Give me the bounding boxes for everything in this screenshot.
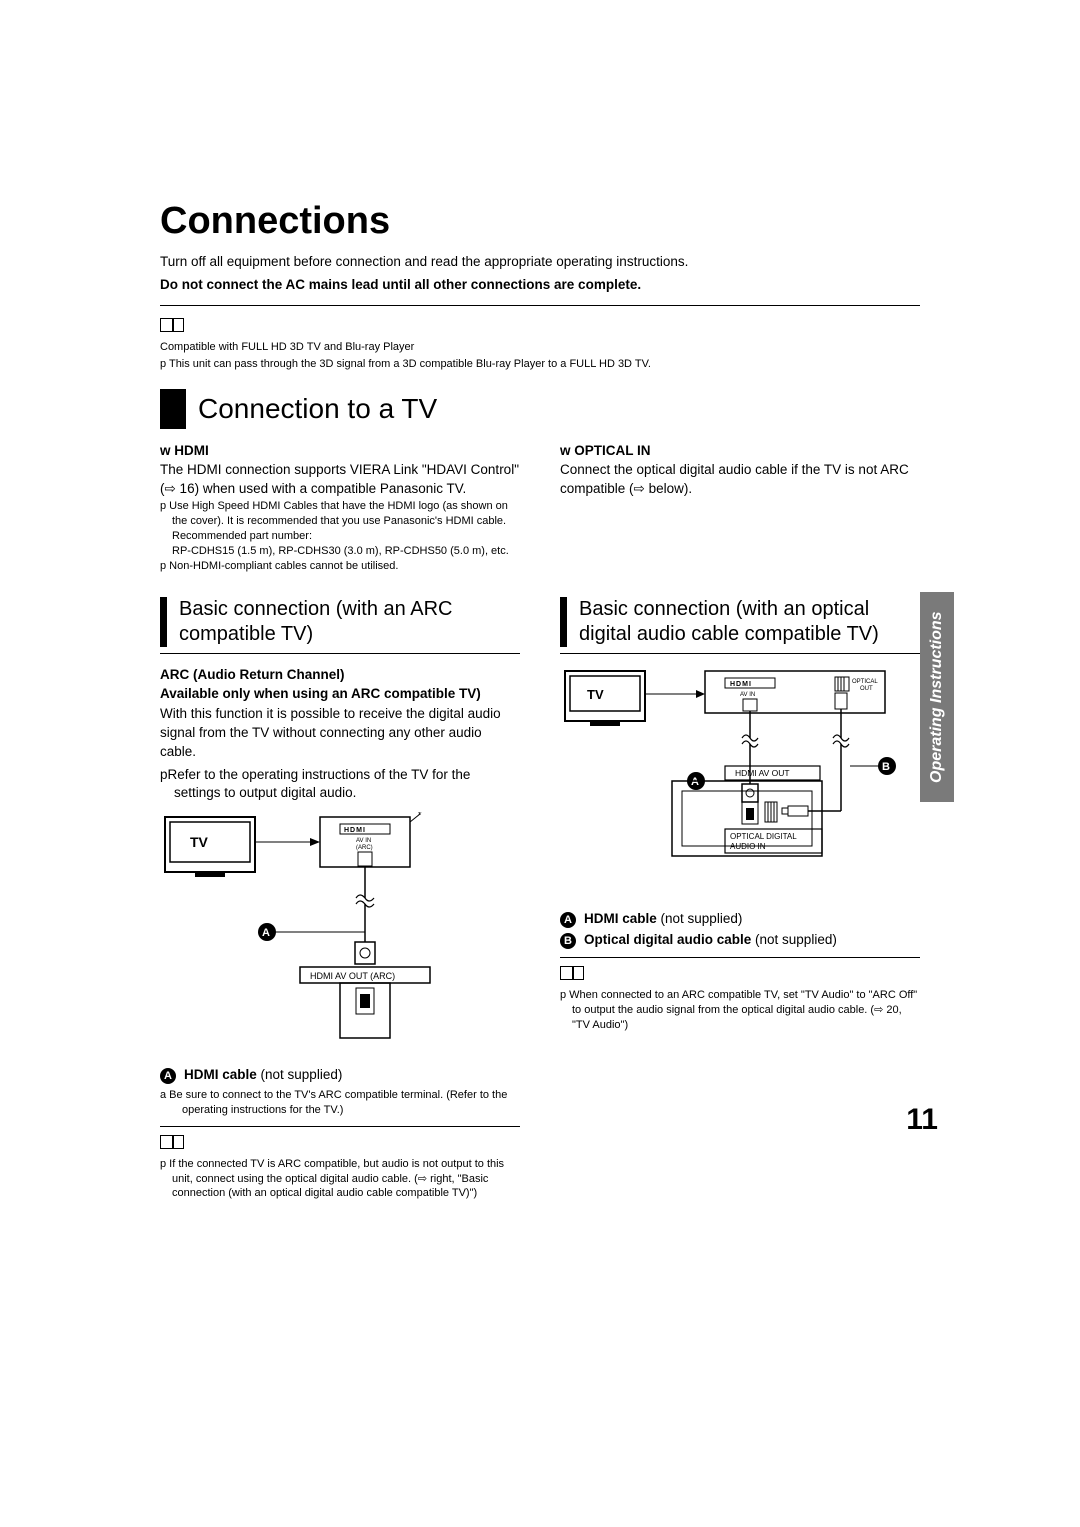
section-header: Connection to a TV — [160, 389, 920, 429]
hdmi-column: w HDMI The HDMI connection supports VIER… — [160, 443, 520, 573]
intro-text: Turn off all equipment before connection… — [160, 253, 920, 272]
right-column: Basic connection (with an optical digita… — [560, 573, 920, 1201]
intro-bold: Do not connect the AC mains lead until a… — [160, 276, 920, 306]
optical-column: w OPTICAL IN Connect the optical digital… — [560, 443, 920, 573]
compat-line-1: Compatible with FULL HD 3D TV and Blu-ra… — [160, 340, 920, 355]
left-diagram: TV HDMI AV IN(ARC) A — [160, 812, 520, 1057]
legend-a-left: A HDMI cable (not supplied) — [160, 1067, 520, 1084]
left-note: p If the connected TV is ARC compatible,… — [160, 1157, 520, 1202]
legend-b-right: B Optical digital audio cable (not suppl… — [560, 932, 920, 949]
diag-av-in-arc: AV IN(ARC) — [356, 838, 373, 851]
note-icon — [560, 966, 584, 980]
right-note: p When connected to an ARC compatible TV… — [560, 988, 920, 1033]
circ-b-icon: B — [560, 933, 576, 949]
section-title: Connection to a TV — [198, 393, 437, 425]
svg-text:*: * — [418, 812, 422, 820]
diag-av-in: AV IN — [740, 692, 755, 698]
diag-tv-label: TV — [587, 687, 604, 702]
diag-hdmi-av-out: HDMI AV OUT — [735, 768, 790, 778]
page-title: Connections — [160, 200, 920, 243]
section-block-icon — [160, 389, 186, 429]
left-sub-title: Basic connection (with an ARC compatible… — [179, 597, 520, 647]
svg-text:A: A — [262, 927, 270, 939]
side-tab: Operating Instructions — [920, 592, 954, 802]
note-icon — [160, 1135, 184, 1149]
optical-text: Connect the optical digital audio cable … — [560, 461, 920, 499]
compat-line-2: p This unit can pass through the 3D sign… — [160, 357, 920, 372]
diag-tv-label: TV — [190, 834, 209, 850]
diag-optical-out: OPTICALOUT — [852, 679, 878, 692]
hdmi-bullet-2b: RP-CDHS15 (1.5 m), RP-CDHS30 (3.0 m), RP… — [160, 544, 520, 559]
circ-a-icon: A — [160, 1068, 176, 1084]
diag-optical-in-label: OPTICAL DIGITALAUDIO IN — [730, 832, 797, 851]
diag-hdmi-logo: HDMI — [344, 827, 366, 834]
sub-section-bar-icon — [560, 597, 567, 647]
hdmi-heading: w HDMI — [160, 443, 520, 458]
hdmi-bullet-1: p Use High Speed HDMI Cables that have t… — [160, 499, 520, 529]
optical-heading: w OPTICAL IN — [560, 443, 920, 458]
page-number: 11 — [906, 1103, 938, 1137]
arc-bold: ARC (Audio Return Channel) Available onl… — [160, 666, 520, 702]
note-icon — [160, 318, 184, 332]
hdmi-bullet-3: p Non-HDMI-compliant cables cannot be ut… — [160, 559, 520, 574]
legend-b-text-r: Optical digital audio cable (not supplie… — [584, 932, 837, 947]
diag-hdmi-logo: HDMI — [730, 681, 752, 688]
right-diagram: TV HDMI AV IN OPTICALOUT — [560, 666, 920, 901]
svg-text:B: B — [882, 761, 890, 773]
arc-text: With this function it is possible to rec… — [160, 705, 520, 762]
hdmi-bullet-2a: Recommended part number: — [160, 529, 520, 544]
svg-text:A: A — [691, 776, 699, 788]
sub-section-bar-icon — [160, 597, 167, 647]
left-column: Basic connection (with an ARC compatible… — [160, 573, 520, 1201]
right-sub-title: Basic connection (with an optical digita… — [579, 597, 920, 647]
hdmi-text: The HDMI connection supports VIERA Link … — [160, 461, 520, 499]
legend-a-text-r: HDMI cable (not supplied) — [584, 911, 742, 926]
diag-hdmi-av-out-arc: HDMI AV OUT (ARC) — [310, 971, 395, 981]
legend-a-text: HDMI cable (not supplied) — [184, 1067, 342, 1082]
arc-ref: pRefer to the operating instructions of … — [160, 766, 520, 802]
circ-a-icon: A — [560, 912, 576, 928]
legend-a-right: A HDMI cable (not supplied) — [560, 911, 920, 928]
left-footnote-a: a Be sure to connect to the TV's ARC com… — [160, 1088, 520, 1118]
